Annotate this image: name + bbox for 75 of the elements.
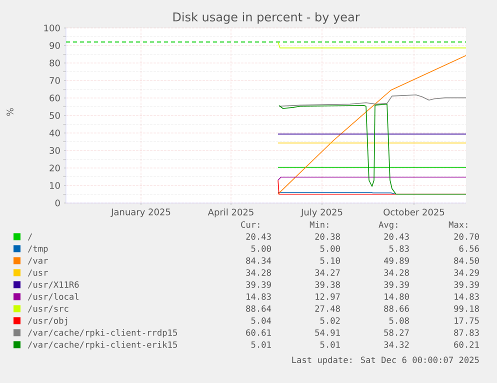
text: 60.61	[246, 329, 271, 336]
legend-label: /usr/X11R6	[28, 281, 79, 288]
text: 39.39	[454, 281, 479, 288]
text: 88.64	[246, 305, 272, 312]
y-tick-label: 40	[49, 130, 60, 136]
text: 34.32	[384, 341, 409, 348]
text: 87.83	[454, 329, 479, 336]
x-tick-label: July 2025	[300, 208, 342, 218]
legend-label: /usr	[28, 269, 48, 276]
text: 20.43	[246, 233, 271, 240]
text: Cur:	[241, 221, 260, 228]
text: Min:	[310, 221, 328, 228]
text: 49.89	[384, 257, 409, 264]
text: 34.28	[246, 269, 271, 276]
text: 6.56	[459, 245, 479, 252]
text: 54.91	[315, 329, 340, 336]
text: 99.18	[454, 305, 479, 312]
line-series	[278, 94, 466, 107]
text: 20.70	[454, 233, 479, 240]
text: 58.27	[384, 329, 409, 336]
legend-label: /var	[28, 257, 48, 264]
text: 27.48	[315, 305, 340, 312]
text: 5.01	[320, 341, 340, 348]
text: 5.04	[251, 317, 272, 324]
legend-label: /usr/src	[28, 305, 68, 312]
text: 12.97	[316, 293, 340, 300]
text: Max:	[448, 221, 468, 228]
text: Last update: Sat Dec 6 00:00:07 2025	[292, 356, 479, 365]
text: 34.27	[315, 269, 340, 276]
text: 88.66	[384, 305, 409, 312]
text: 5.83	[389, 245, 409, 252]
line-series	[278, 104, 466, 195]
text: 20.38	[315, 233, 340, 240]
legend-label: /usr/local	[28, 293, 78, 300]
y-tick-label: 20	[50, 164, 60, 172]
y-tick-label: 90	[50, 42, 60, 49]
x-tick-label: April 2025	[208, 208, 254, 218]
x-tick-label: January 2025	[110, 208, 170, 218]
text: 39.38	[315, 281, 340, 288]
text: 14.83	[246, 293, 271, 300]
text: 5.02	[320, 317, 340, 324]
x-tick-label: October 2025	[384, 208, 444, 216]
text: 84.50	[454, 257, 479, 264]
text: 84.34	[246, 257, 272, 264]
y-tick-label: 50	[50, 112, 60, 119]
text: Avg:	[378, 221, 398, 230]
text: 60.21	[454, 341, 479, 348]
text: 14.80	[384, 293, 409, 300]
y-tick-label: 100	[44, 24, 60, 32]
text: 17.75	[454, 317, 479, 324]
legend-label: /tmp	[28, 245, 48, 254]
text: 39.39	[246, 281, 271, 288]
y-tick-label: 30	[50, 147, 60, 154]
legend-label: /usr/obj	[28, 317, 68, 326]
text: 20.43	[384, 233, 409, 240]
y-tick-label: 60	[50, 94, 60, 102]
text: 34.28	[384, 269, 409, 276]
y-axis-title: %	[6, 108, 14, 116]
chart-title: Disk usage in percent - by year	[173, 12, 360, 24]
text: 39.39	[384, 281, 409, 288]
y-tick-label: 10	[50, 182, 60, 189]
legend-label: /var/cache/rpki-client-erik15	[28, 341, 177, 350]
line-series	[278, 55, 466, 194]
y-tick-label: 70	[50, 77, 60, 84]
y-tick-label: 80	[50, 60, 60, 66]
text: 34.29	[454, 269, 479, 276]
text: 14.83	[454, 293, 479, 300]
legend-label: /var/cache/rpki-client-rrdp15	[28, 329, 177, 338]
text: 5.10	[320, 257, 340, 264]
text: 5.00	[251, 245, 271, 252]
y-tick-label: 0	[55, 200, 60, 206]
text: 5.00	[320, 245, 340, 252]
text: 5.01	[251, 341, 271, 348]
text: 5.08	[389, 317, 409, 324]
legend-label: /	[28, 233, 32, 240]
